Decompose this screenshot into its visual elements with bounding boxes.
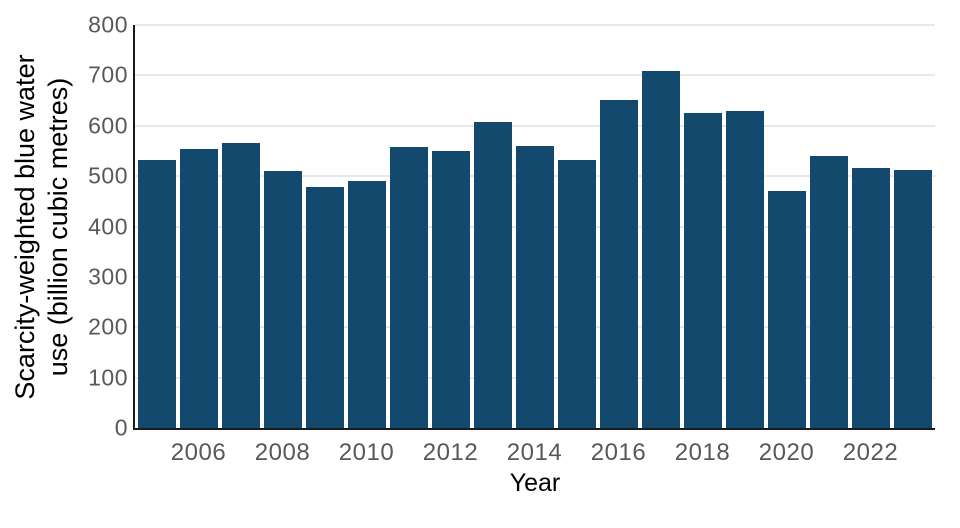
- y-tick-label-0: 0: [114, 414, 128, 441]
- x-axis-title: Year: [509, 469, 561, 497]
- bar-2007: [221, 142, 260, 428]
- bar-2019: [725, 110, 764, 428]
- bar-2017: [641, 71, 680, 428]
- bar-2010: [347, 180, 386, 428]
- bar-2009: [305, 186, 344, 428]
- bar-2012: [431, 150, 470, 428]
- bar-2005: [137, 159, 176, 428]
- bar-2013: [473, 122, 512, 428]
- bar-2020: [767, 190, 806, 428]
- x-tick-label-2016: 2016: [590, 439, 647, 466]
- bar-2014: [515, 146, 554, 428]
- bar-2022: [851, 167, 890, 428]
- y-tick-label-800: 800: [88, 11, 128, 38]
- bar-2018: [683, 112, 722, 428]
- x-tick-label-2018: 2018: [674, 439, 731, 466]
- plot-area: [133, 24, 935, 430]
- x-axis-spine: [133, 428, 935, 430]
- bar-2008: [263, 171, 302, 428]
- y-axis-spine: [133, 25, 135, 428]
- gridline-y-800: [135, 24, 935, 26]
- bar-2015: [557, 159, 596, 428]
- gridline-y-600: [135, 124, 935, 127]
- bar-2011: [389, 146, 428, 428]
- x-tick-label-2014: 2014: [506, 439, 563, 466]
- x-tick-label-2010: 2010: [338, 439, 395, 466]
- bar-2006: [179, 148, 218, 428]
- y-tick-label-400: 400: [88, 213, 128, 239]
- x-tick-label-2020: 2020: [758, 439, 815, 466]
- x-tick-label-2008: 2008: [254, 439, 311, 466]
- y-tick-label-300: 300: [88, 263, 128, 290]
- x-tick-label-2012: 2012: [422, 439, 479, 466]
- x-tick-label-2022: 2022: [842, 439, 899, 466]
- y-tick-label-100: 100: [88, 364, 128, 391]
- gridline-y-700: [135, 74, 935, 77]
- y-tick-label-200: 200: [88, 313, 128, 340]
- y-tick-label-700: 700: [88, 61, 128, 88]
- x-tick-label-2006: 2006: [170, 439, 227, 466]
- bar-2023: [893, 169, 932, 428]
- y-tick-label-500: 500: [88, 162, 128, 189]
- bar-2016: [599, 99, 638, 428]
- y-tick-label-600: 600: [88, 112, 128, 139]
- bar-2021: [809, 156, 848, 428]
